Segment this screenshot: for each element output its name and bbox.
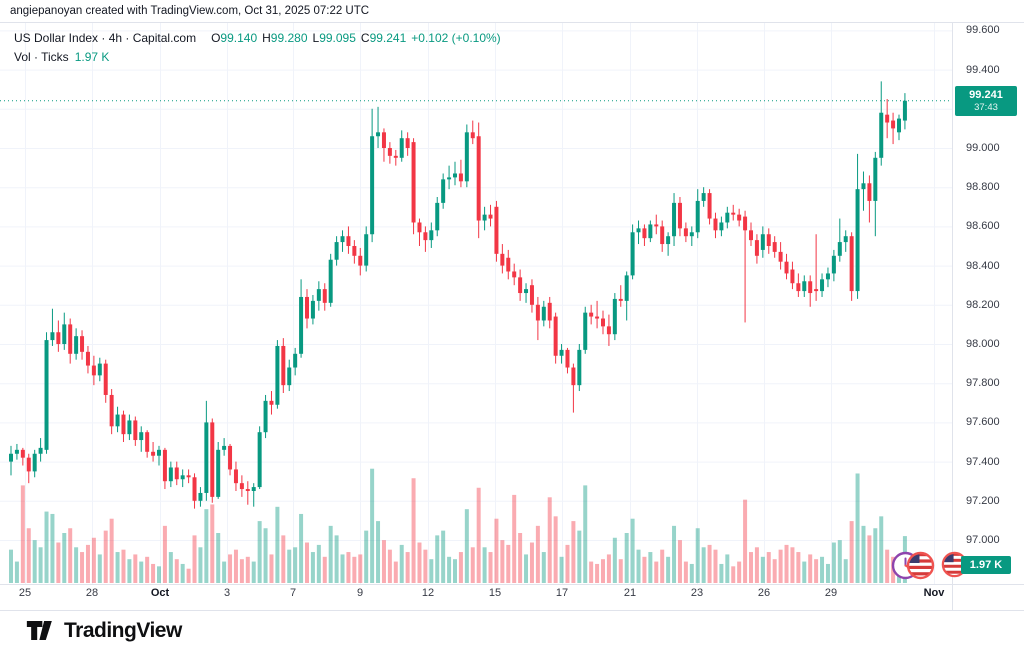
low-value: 99.095	[319, 31, 356, 45]
price-axis-label: 97.800	[966, 377, 1000, 390]
price-axis-label: 99.400	[966, 63, 1000, 76]
change-value: +0.102 (+0.10%)	[411, 31, 501, 45]
price-axis-label: 98.400	[966, 259, 1000, 272]
time-axis-label: 7	[289, 587, 297, 599]
time-axis[interactable]: 25 28 Oct 3 7 9 12 15 17 21 23 26 29 Nov	[0, 587, 952, 607]
time-axis-label: Oct	[150, 587, 170, 599]
close-value: 99.241	[369, 31, 407, 45]
open-value: 99.140	[220, 31, 258, 45]
price-axis-label: 97.600	[966, 416, 1000, 429]
price-axis-label: 98.800	[966, 181, 1000, 194]
price-axis-label: 98.000	[966, 338, 1000, 350]
symbol-title[interactable]: US Dollar Index · 4h · Capital.com	[14, 31, 197, 45]
time-axis-label: 26	[757, 587, 771, 599]
time-axis-label: 23	[690, 587, 704, 599]
time-axis-label: 25	[18, 587, 32, 599]
last-price-badge: 99.241 37:43	[955, 85, 1017, 116]
tradingview-logo-text: TradingView	[64, 618, 182, 642]
close-label: C	[360, 31, 370, 45]
high-value: 99.280	[270, 31, 308, 45]
symbol-legend: US Dollar Index · 4h · Capital.com O99.14…	[14, 29, 501, 67]
time-axis-label: 3	[223, 587, 231, 599]
time-axis-label: 21	[623, 587, 637, 599]
price-axis-label: 97.000	[966, 534, 1000, 546]
time-axis-label: 28	[85, 587, 99, 599]
price-axis-label: 99.000	[966, 142, 1000, 154]
price-axis-divider	[952, 22, 953, 610]
time-axis-label: 12	[421, 587, 435, 599]
attribution-text: angiepanoyan created with TradingView.co…	[10, 5, 370, 17]
time-axis-divider	[0, 584, 1024, 585]
volume-axis-badge: 1.97 K	[961, 556, 1011, 574]
header-divider	[0, 22, 1024, 23]
footer-divider	[0, 610, 1024, 611]
volume-indicator-value: 1.97 K	[74, 50, 110, 64]
price-axis-label: 97.400	[966, 455, 1000, 468]
tradingview-logo-icon	[26, 621, 52, 640]
price-axis-label: 99.600	[966, 24, 1000, 37]
price-axis-label: 98.600	[966, 220, 1000, 233]
time-axis-label: 9	[356, 587, 364, 599]
high-label: H	[262, 31, 271, 45]
time-axis-label: Nov	[923, 587, 945, 599]
us-flag-icon	[906, 551, 935, 580]
price-axis-label: 98.200	[966, 298, 1000, 311]
price-axis-label: 97.200	[966, 494, 1000, 507]
low-label: L	[312, 31, 320, 45]
last-price-value: 99.241	[969, 88, 1003, 101]
open-label: O	[211, 31, 221, 45]
tradingview-logo[interactable]: TradingView	[26, 618, 182, 643]
time-axis-label: 29	[824, 587, 838, 599]
bar-countdown: 37:43	[974, 101, 998, 113]
time-axis-label: 17	[555, 587, 569, 599]
volume-indicator-label[interactable]: Vol · Ticks	[14, 50, 69, 64]
time-axis-label: 15	[488, 587, 502, 599]
